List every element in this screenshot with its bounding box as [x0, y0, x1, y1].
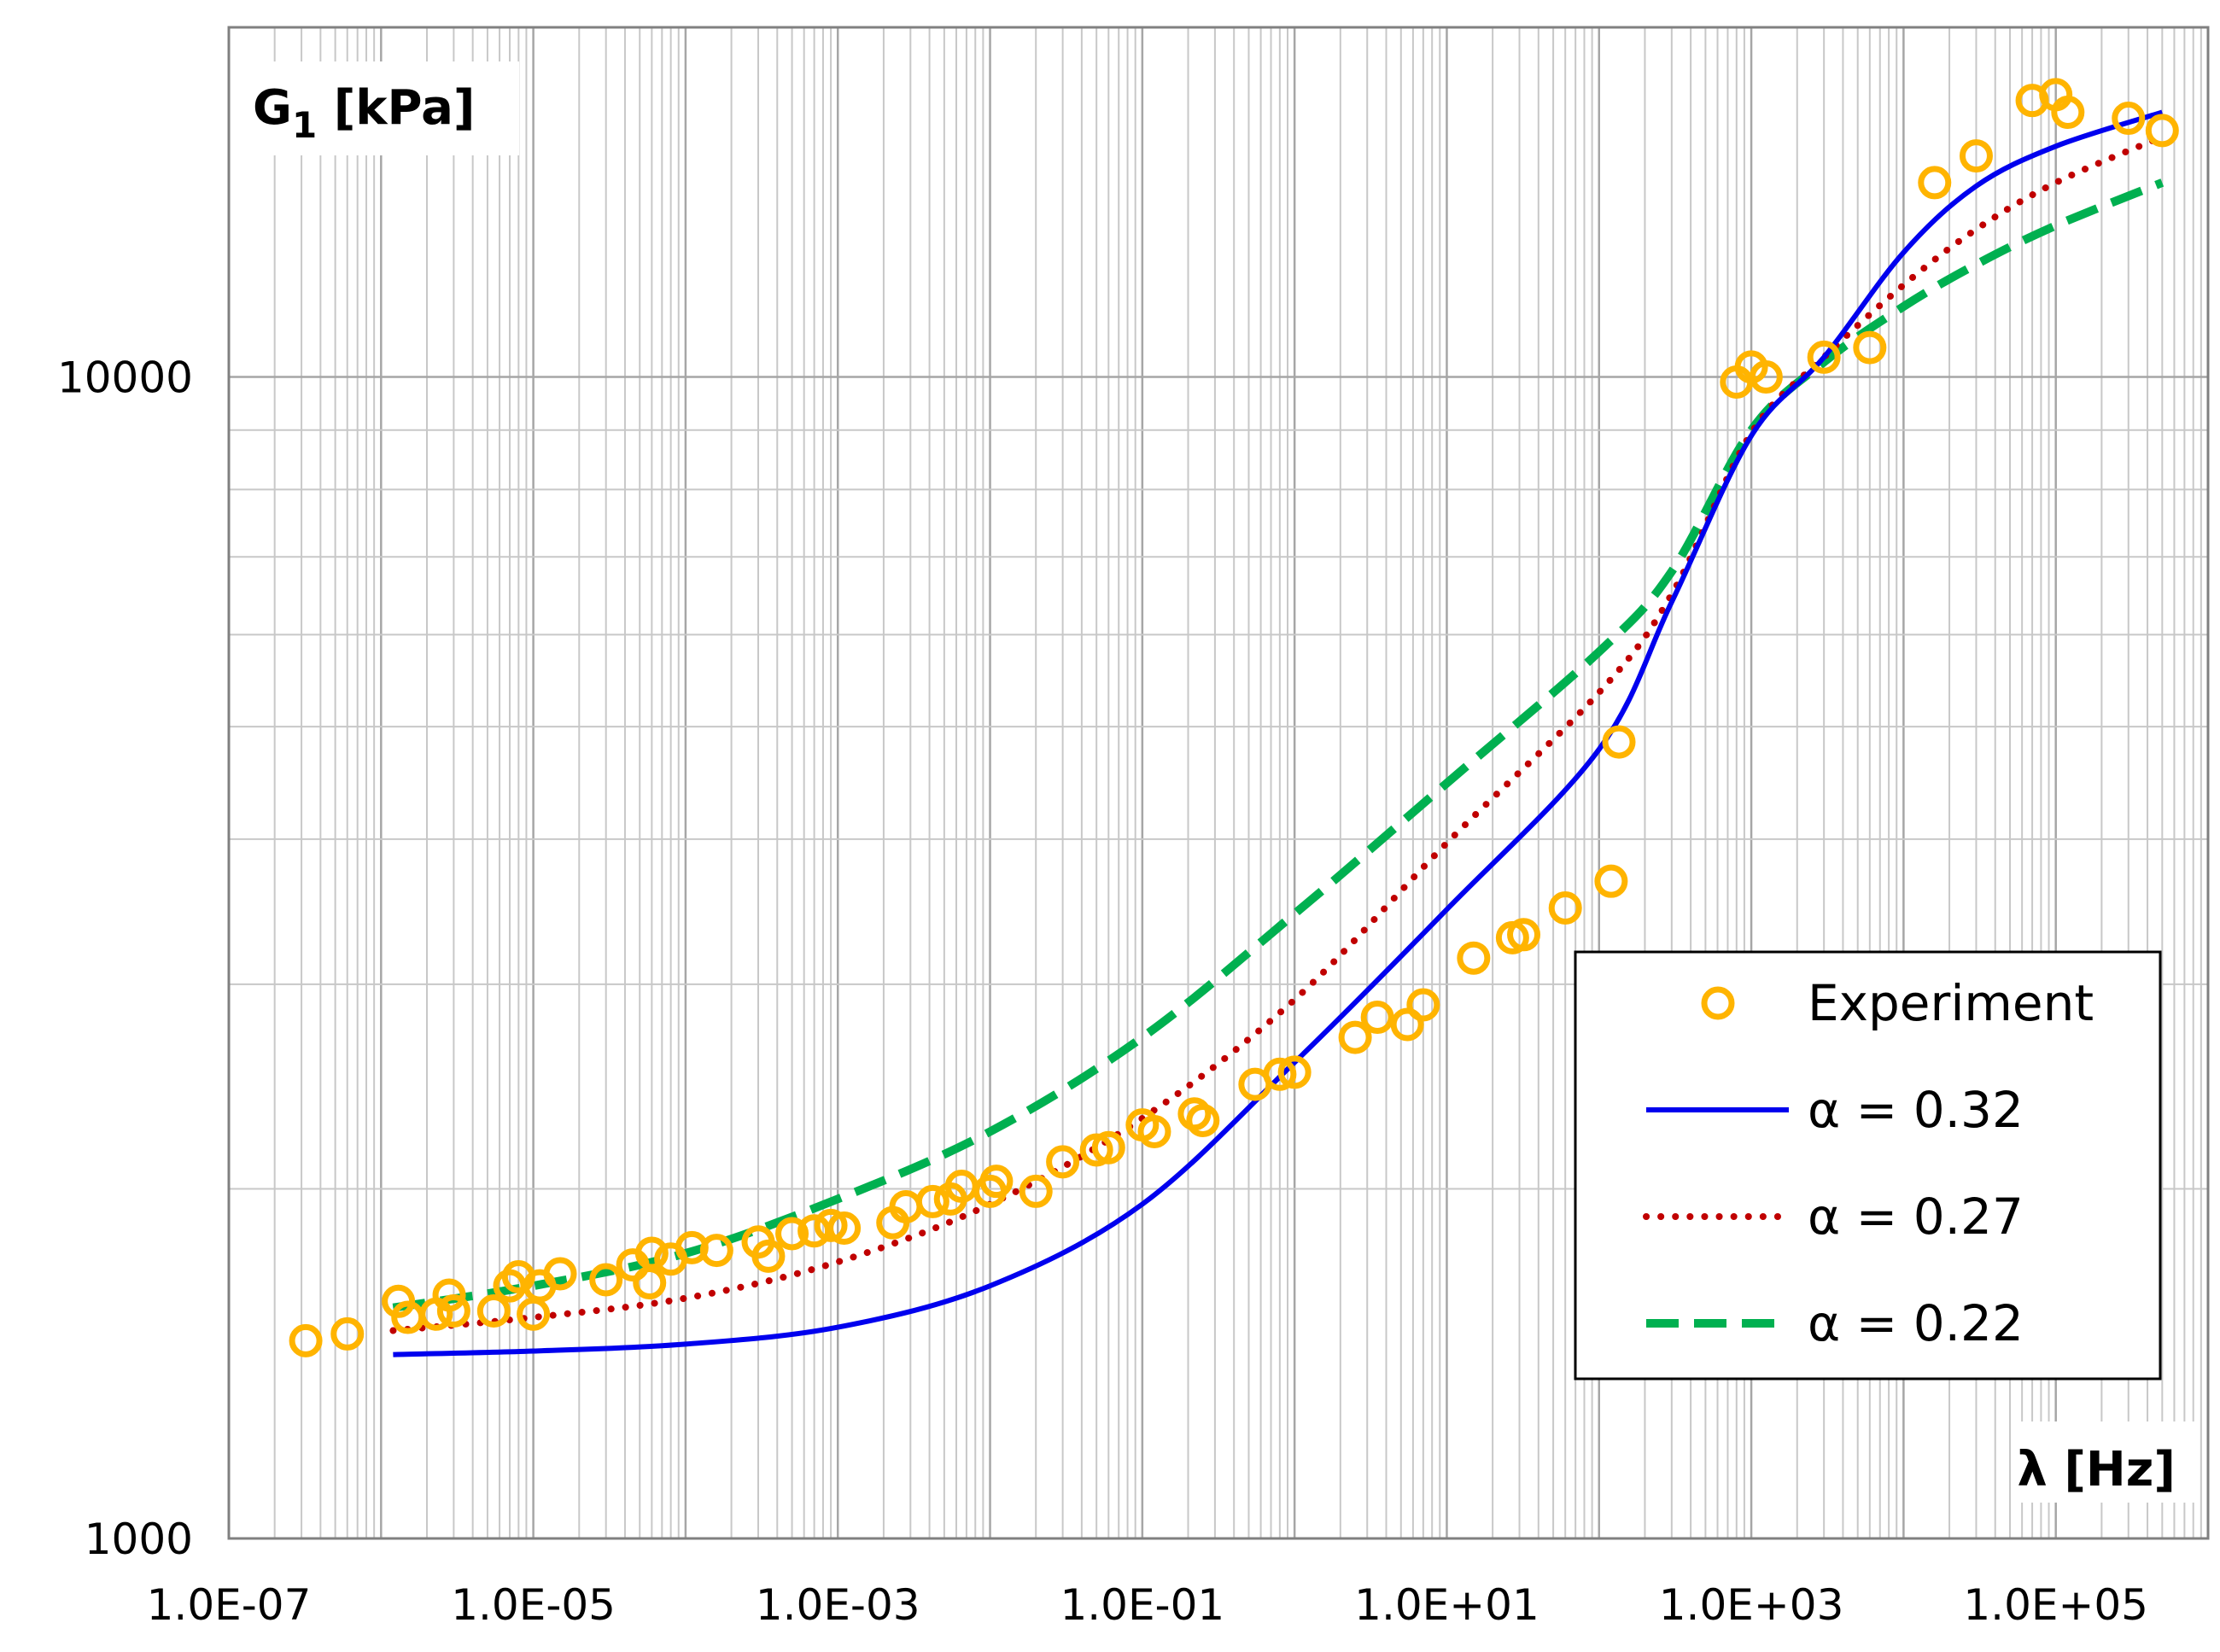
experiment-point — [589, 1263, 623, 1297]
experiment-point — [1548, 891, 1582, 925]
y-axis-title: G1 [kPa] — [253, 80, 475, 146]
experiment-point — [1457, 941, 1491, 975]
experiment-point — [1019, 1174, 1053, 1208]
experiment-point — [436, 1293, 470, 1328]
y-tick-label: 10000 — [57, 353, 193, 403]
experiment-point — [1137, 1115, 1171, 1149]
y-tick-label: 1000 — [85, 1515, 193, 1564]
experiment-point — [915, 1184, 949, 1218]
experiment-point — [775, 1217, 809, 1251]
plot-frame — [227, 26, 2210, 1540]
experiment-point — [1749, 360, 1783, 394]
experiment-point — [1263, 1057, 1297, 1091]
experiment-point — [979, 1165, 1014, 1199]
experiment-point — [1091, 1130, 1125, 1165]
y-axis-title-background — [236, 61, 519, 155]
y-axis-title-unit: [kPa] — [317, 80, 475, 136]
legend-label: α = 0.32 — [1808, 1081, 2024, 1139]
series-layer — [289, 78, 2179, 1357]
experiment-point — [432, 1278, 466, 1312]
legend: Experiment α = 0.32 α = 0.27 α = 0.22 — [1574, 950, 2162, 1381]
experiment-point — [634, 1236, 669, 1270]
x-axis-title-background — [2015, 1421, 2199, 1503]
experiment-point — [1338, 1020, 1372, 1054]
experiment-point — [1807, 340, 1841, 374]
x-tick-label: 1.0E+01 — [1354, 1580, 1539, 1630]
series-line-0-27 — [389, 133, 2166, 1334]
x-tick-label: 1.0E-01 — [1060, 1580, 1224, 1630]
experiment-point — [1406, 988, 1440, 1022]
experiment-point — [1360, 1001, 1394, 1035]
legend-label: α = 0.27 — [1808, 1188, 2024, 1246]
y-axis-title-main: G — [253, 80, 292, 136]
experiment-point — [1186, 1103, 1220, 1137]
experiment-point — [1853, 330, 1887, 365]
legend-label: Experiment — [1808, 974, 2094, 1032]
series-line-0-32 — [393, 109, 2164, 1357]
experiment-point — [2112, 102, 2146, 136]
experiment-point — [1959, 139, 1993, 173]
experiment-point — [1390, 1007, 1424, 1042]
experiment-point — [827, 1211, 862, 1246]
experiment-point — [543, 1257, 577, 1291]
x-tick-label: 1.0E+05 — [1963, 1580, 2148, 1630]
experiment-point — [1918, 166, 1952, 200]
legend-marker-experiment — [1701, 986, 1735, 1020]
tick-labels: 1.0E-07 1.0E-05 1.0E-03 1.0E-01 1.0E+01 1.0E+… — [57, 353, 2148, 1630]
experiment-point — [330, 1316, 365, 1351]
experiment-point — [814, 1208, 848, 1242]
experiment-point — [1277, 1055, 1312, 1089]
experiment-point — [2145, 114, 2179, 148]
series-line-0-22 — [392, 178, 2164, 1312]
experiment-point — [699, 1234, 733, 1268]
experiment-point — [476, 1293, 511, 1328]
experiment-point — [2051, 96, 2085, 130]
x-axis-title: λ [Hz] — [2017, 1442, 2176, 1497]
experiment-point — [1602, 725, 1636, 759]
x-tick-label: 1.0E-07 — [147, 1580, 312, 1630]
experiment-point — [1046, 1145, 1080, 1179]
legend-box — [1574, 950, 2162, 1381]
experiment-point — [1594, 864, 1628, 898]
x-tick-label: 1.0E-03 — [756, 1580, 920, 1630]
grid — [229, 27, 2208, 1538]
y-axis-title-subscript: 1 — [292, 104, 317, 146]
experiment-point — [1507, 918, 1541, 952]
x-tick-label: 1.0E-05 — [451, 1580, 616, 1630]
x-tick-label: 1.0E+03 — [1659, 1580, 1844, 1630]
experiment-point — [751, 1239, 786, 1273]
legend-label: α = 0.22 — [1808, 1294, 2024, 1352]
experiment-point — [289, 1323, 323, 1357]
